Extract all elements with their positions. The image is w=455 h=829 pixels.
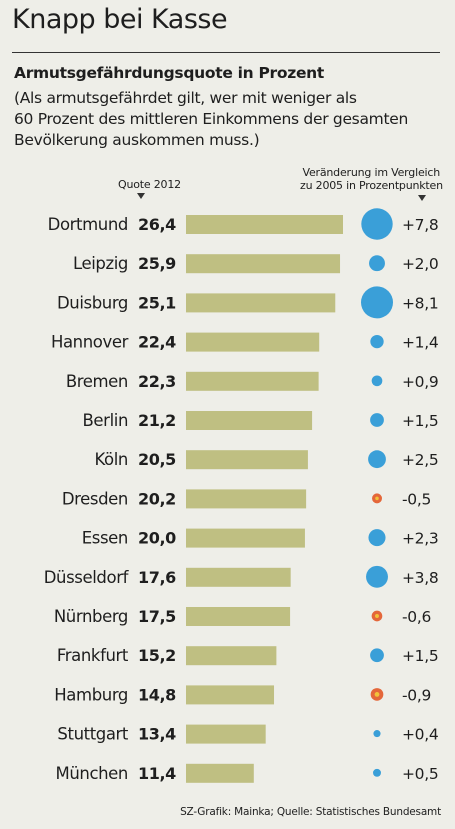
category-label: Dortmund <box>48 215 128 234</box>
triangle-down-icon <box>418 195 426 201</box>
value-label: 20,2 <box>138 489 176 508</box>
change-label: +0,9 <box>402 373 438 391</box>
chart-subtitle: Armutsgefährdungsquote in Prozent <box>14 64 325 82</box>
value-label: 15,2 <box>138 646 176 665</box>
change-label: +2,5 <box>402 451 438 469</box>
change-label: +0,4 <box>402 726 438 744</box>
change-label: +2,0 <box>402 255 438 273</box>
change-label: +2,3 <box>402 530 438 548</box>
bar <box>186 450 308 470</box>
value-label: 22,3 <box>138 372 176 391</box>
change-label: -0,9 <box>402 686 431 704</box>
category-label: Köln <box>94 450 128 469</box>
category-label: Hannover <box>51 333 129 352</box>
change-label: -0,5 <box>402 490 431 508</box>
value-label: 21,2 <box>138 411 176 430</box>
bar <box>186 607 291 626</box>
header-change-line: zu 2005 in Prozentpunkten <box>300 179 443 192</box>
change-dot <box>370 648 384 663</box>
category-label: Bremen <box>66 372 128 391</box>
note-line: (Als armutsgefährdet gilt, wer mit wenig… <box>14 89 357 107</box>
page-title: Knapp bei Kasse <box>12 4 228 35</box>
change-dot <box>368 450 386 469</box>
value-label: 20,0 <box>138 529 176 548</box>
category-label: Stuttgart <box>57 725 129 744</box>
value-label: 25,9 <box>138 254 176 273</box>
bar <box>186 724 266 744</box>
bar <box>186 293 336 313</box>
change-dot <box>373 730 381 738</box>
change-label: +1,5 <box>402 412 438 430</box>
category-label: München <box>56 764 129 783</box>
value-label: 26,4 <box>138 215 176 234</box>
triangle-down-icon <box>137 193 145 199</box>
change-label: -0,6 <box>402 608 431 626</box>
title-rule <box>12 52 440 53</box>
change-label: +8,1 <box>402 294 438 312</box>
category-label: Berlin <box>83 411 128 430</box>
source-credit: SZ-Grafik: Mainka; Quelle: Statistisches… <box>180 806 441 818</box>
value-label: 17,6 <box>138 568 176 587</box>
category-label: Frankfurt <box>57 646 129 665</box>
bar <box>186 215 343 234</box>
category-label: Leipzig <box>73 254 128 273</box>
change-dot <box>366 565 388 588</box>
column-header-change: Veränderung im Vergleich zu 2005 in Proz… <box>300 166 443 192</box>
value-label: 11,4 <box>138 764 176 783</box>
change-dot <box>371 375 383 387</box>
definition-note: (Als armutsgefährdet gilt, wer mit wenig… <box>14 88 444 151</box>
change-dot <box>361 286 393 319</box>
bar <box>186 489 307 509</box>
change-dot-center <box>375 614 379 618</box>
change-dot <box>361 208 393 240</box>
change-label: +1,5 <box>402 647 438 665</box>
bar <box>186 646 277 666</box>
category-label: Duisburg <box>57 293 128 312</box>
bar <box>186 763 254 783</box>
change-dot-center <box>374 692 380 697</box>
change-label: +7,8 <box>402 216 438 234</box>
note-line: Bevölkerung auskommen muss.) <box>14 131 260 149</box>
category-label: Nürnberg <box>54 607 128 626</box>
bar <box>186 567 291 587</box>
change-dot <box>373 768 381 777</box>
category-label: Düsseldorf <box>44 568 130 587</box>
value-label: 17,5 <box>138 607 176 626</box>
value-label: 20,5 <box>138 450 176 469</box>
bar <box>186 332 320 352</box>
change-dot-center <box>375 496 379 501</box>
change-dot <box>370 413 384 427</box>
category-label: Hamburg <box>54 685 128 704</box>
bar <box>186 685 275 705</box>
value-label: 14,8 <box>138 685 176 704</box>
header-change-line: Veränderung im Vergleich <box>302 166 441 179</box>
bar <box>186 254 341 274</box>
column-header-quote: Quote 2012 <box>118 178 181 191</box>
bar <box>186 528 305 548</box>
change-dot <box>369 255 385 272</box>
change-label: +0,5 <box>402 765 438 783</box>
change-label: +1,4 <box>402 334 438 352</box>
value-label: 25,1 <box>138 293 176 312</box>
bar <box>186 371 319 391</box>
category-label: Dresden <box>62 489 128 508</box>
change-label: +3,8 <box>402 569 438 587</box>
value-label: 22,4 <box>138 333 176 352</box>
value-label: 13,4 <box>138 725 176 744</box>
change-dot <box>370 334 384 349</box>
category-label: Essen <box>82 529 128 548</box>
change-dot <box>368 529 386 547</box>
bar <box>186 411 313 430</box>
note-line: 60 Prozent des mittleren Einkommens der … <box>14 110 408 128</box>
